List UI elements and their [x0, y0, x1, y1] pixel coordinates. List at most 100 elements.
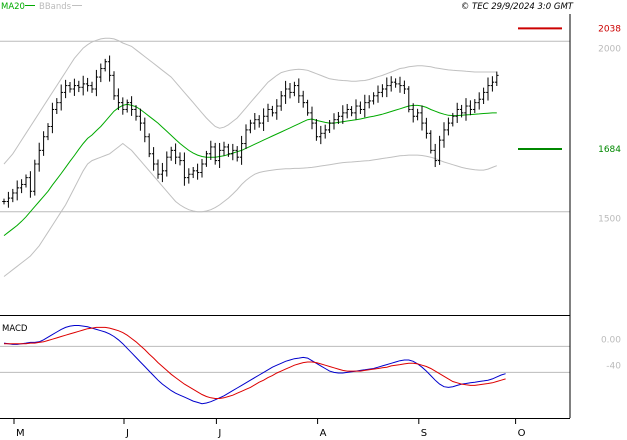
ohlc-bar — [204, 150, 209, 167]
ohlc-bar — [455, 102, 459, 123]
ohlc-bar — [77, 80, 81, 93]
ohlc-bar — [380, 84, 385, 98]
ohlc-bar — [112, 71, 116, 100]
x-tick-label: M — [16, 428, 25, 439]
support-level-label: 1684 — [598, 145, 621, 155]
ohlc-bar — [336, 111, 341, 124]
ohlc-bar — [477, 92, 481, 110]
ohlc-bar — [147, 133, 151, 158]
ohlc-bar — [90, 81, 94, 93]
ohlc-bar — [173, 143, 178, 165]
ohlc-bar — [213, 142, 217, 165]
ohlc-bar — [46, 123, 50, 141]
ohlc-bar — [310, 106, 314, 130]
ma20-legend-label: MA20 — [1, 2, 25, 12]
ohlc-bar — [376, 85, 380, 103]
ohlc-bar — [99, 63, 103, 83]
ohlc-bar — [385, 77, 389, 98]
ohlc-bar — [231, 143, 235, 161]
x-tick-label: S — [421, 428, 427, 439]
ohlc-bar — [270, 105, 275, 117]
ohlc-bar — [209, 140, 213, 160]
ohlc-bar — [156, 159, 160, 179]
ohlc-bar — [217, 142, 222, 168]
signal-line — [4, 326, 506, 399]
ohlc-bar — [151, 147, 156, 171]
bbands-legend-label: BBands — [39, 2, 72, 12]
x-tick-label: A — [320, 428, 327, 439]
ohlc-bar — [85, 77, 90, 92]
ohlc-bar — [165, 151, 169, 177]
ohlc-bar — [464, 98, 468, 121]
macd-line — [3, 325, 506, 405]
ohlc-bar — [411, 103, 415, 123]
ohlc-bar — [297, 78, 301, 103]
ohlc-bar — [345, 103, 349, 119]
x-tick-label: O — [518, 428, 526, 439]
ohlc-bar — [11, 188, 15, 203]
ohlc-bar — [305, 99, 310, 116]
price-y-tick-label: 1500 — [598, 215, 621, 225]
ohlc-bar — [429, 130, 433, 154]
price-panel: 2038 1684 2000 1500 — [0, 24, 621, 277]
ohlc-bar — [41, 131, 46, 156]
ohlc-bar — [19, 179, 24, 194]
ohlc-bar — [279, 91, 283, 111]
ohlc-bar — [283, 80, 288, 104]
ohlc-bar — [266, 103, 270, 122]
ohlc-bar — [319, 125, 323, 145]
ohlc-bar — [442, 122, 446, 148]
ohlc-bar — [33, 159, 37, 196]
chart-frame — [0, 14, 571, 419]
ohlc-bar — [248, 119, 253, 134]
ohlc-bar — [6, 191, 11, 208]
ohlc-bar — [24, 174, 28, 188]
ohlc-bar — [468, 100, 473, 116]
ohlc-bar — [363, 94, 367, 118]
ohlc-bar — [222, 141, 226, 156]
ohlc-bar — [50, 102, 55, 134]
ohlc-bar — [187, 168, 191, 184]
ohlc-bar — [398, 76, 402, 93]
ohlc-bar — [200, 158, 204, 178]
ohlc-bar — [59, 84, 63, 111]
ohlc-bar — [437, 135, 442, 165]
ohlc-bar — [354, 99, 358, 120]
ohlc-bar — [292, 81, 297, 97]
ohlc-bar — [134, 105, 138, 121]
ohlc-bar — [143, 117, 147, 143]
x-tick-label: J — [217, 428, 221, 439]
price-y-tick-label: 2000 — [598, 44, 621, 54]
ohlc-bar — [182, 152, 187, 186]
ohlc-bar — [495, 71, 499, 86]
ohlc-bar — [490, 76, 495, 92]
ohlc-bar — [341, 105, 345, 124]
ohlc-bar — [371, 92, 376, 105]
ohlc-bar — [138, 108, 143, 131]
ohlc-bar — [261, 108, 266, 131]
ohlc-bar — [121, 97, 125, 115]
lower-bollinger-band — [3, 142, 497, 277]
ohlc-bar — [226, 143, 231, 157]
ohlc-bar — [160, 162, 165, 183]
ohlc-bar — [15, 180, 19, 201]
ohlc-bar — [257, 115, 261, 128]
ohlc-bar — [314, 119, 319, 141]
ma20-line — [3, 103, 497, 236]
macd-y-tick-label: 0.00 — [601, 335, 621, 345]
ohlc-bar — [389, 76, 393, 92]
ohlc-bar — [239, 135, 244, 165]
ohlc-bar — [81, 75, 85, 96]
ohlc-bar — [424, 117, 429, 139]
ohlc-bar — [407, 86, 411, 113]
x-tick-label: J — [125, 428, 129, 439]
ohlc-bar — [169, 146, 173, 161]
ohlc-bar — [446, 117, 451, 136]
ohlc-bar — [288, 83, 292, 99]
macd-panel-title: MACD — [2, 324, 28, 334]
ohlc-bar — [63, 79, 68, 99]
ohlc-bar — [402, 80, 407, 95]
ohlc-bar — [332, 113, 336, 130]
